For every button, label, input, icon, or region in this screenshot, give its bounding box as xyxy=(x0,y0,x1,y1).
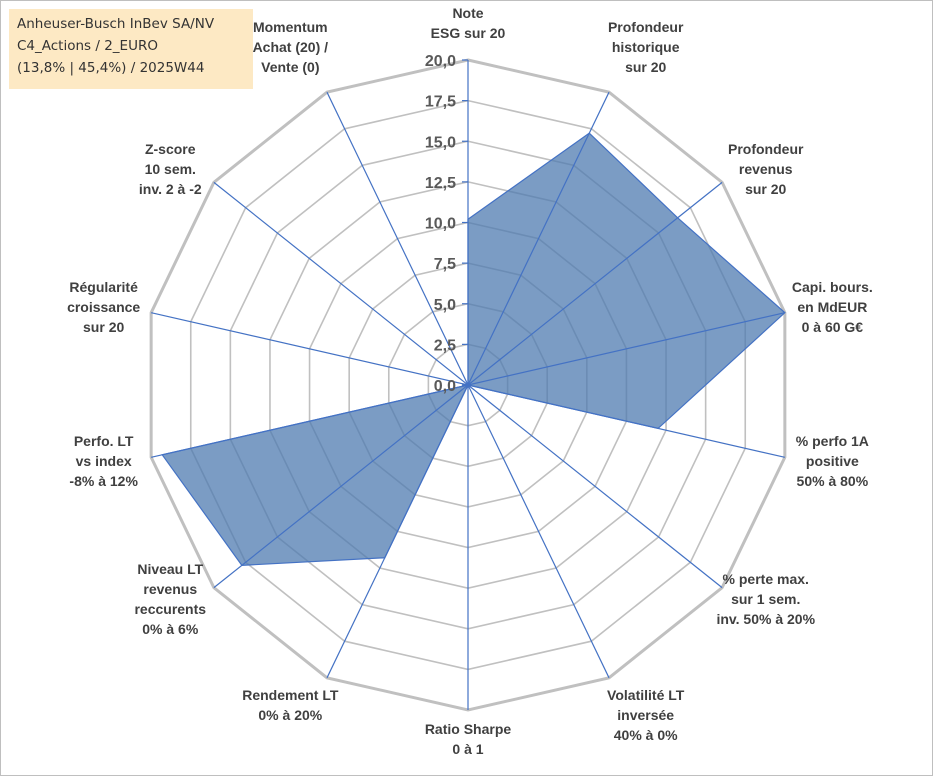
tick-layer: 0,0 2,5 5,0 7,5 10,0 12,5 15,0 17,5 20,0 xyxy=(425,53,468,395)
axis-label: Profondeur revenus sur 20 xyxy=(728,141,804,197)
axis-label: Niveau LT revenus reccurents 0% à 6% xyxy=(134,561,206,637)
info-title: Anheuser-Busch InBev SA/NV xyxy=(17,16,215,32)
axis-label: Momentum Achat (20) / Vente (0) xyxy=(253,19,329,75)
axis-spoke xyxy=(326,384,469,679)
series-layer xyxy=(161,132,786,566)
axis-spoke xyxy=(467,91,610,386)
series-area xyxy=(161,132,786,566)
axis-label: Note ESG sur 20 xyxy=(431,5,506,41)
axis-spoke xyxy=(213,384,469,589)
tick-label: 10,0 xyxy=(425,216,456,233)
label-layer: Note ESG sur 20 Profondeur historique sur 20… xyxy=(67,5,873,757)
axis-spoke xyxy=(326,91,469,386)
axis-label: Z-score 10 sem. inv. 2 à -2 xyxy=(139,141,202,197)
axis-spoke xyxy=(151,384,469,458)
axis-label: Rendement LT 0% à 20% xyxy=(242,687,339,723)
axis-spoke xyxy=(467,384,610,679)
tick-label: 2,5 xyxy=(434,337,456,354)
info-box: Anheuser-Busch InBev SA/NV C4_Actions / … xyxy=(9,9,253,89)
tick-label: 15,0 xyxy=(425,134,456,151)
axis-label: Régularité croissance sur 20 xyxy=(67,279,140,335)
axis-label: Volatilité LT inversée 40% à 0% xyxy=(607,687,685,743)
axis-spoke xyxy=(467,384,785,458)
tick-label: 12,5 xyxy=(425,175,456,192)
axis-spoke xyxy=(467,181,723,386)
axis-label: % perte max. sur 1 sem. inv. 50% à 20% xyxy=(716,571,815,627)
axis-spoke xyxy=(467,384,723,589)
info-category: C4_Actions / 2_EURO xyxy=(17,38,158,54)
axis-label: Profondeur historique sur 20 xyxy=(608,19,684,75)
tick-label: 20,0 xyxy=(425,53,456,70)
spoke-layer xyxy=(151,60,785,710)
tick-label: 0,0 xyxy=(434,378,456,395)
axis-label: % perfo 1A positive 50% à 80% xyxy=(796,433,869,489)
info-stats: (13,8% | 45,4%) / 2025W44 xyxy=(17,60,205,76)
axis-label: Ratio Sharpe 0 à 1 xyxy=(425,721,512,757)
axis-spoke xyxy=(467,312,785,386)
axis-spoke xyxy=(213,181,469,386)
axis-spoke xyxy=(151,312,469,386)
tick-label: 5,0 xyxy=(434,297,456,314)
tick-label: 7,5 xyxy=(434,256,456,273)
tick-label: 17,5 xyxy=(425,94,456,111)
axis-label: Perfo. LT vs index -8% à 12% xyxy=(69,433,138,489)
axis-label: Capi. bours. en MdEUR 0 à 60 G€ xyxy=(792,279,873,335)
